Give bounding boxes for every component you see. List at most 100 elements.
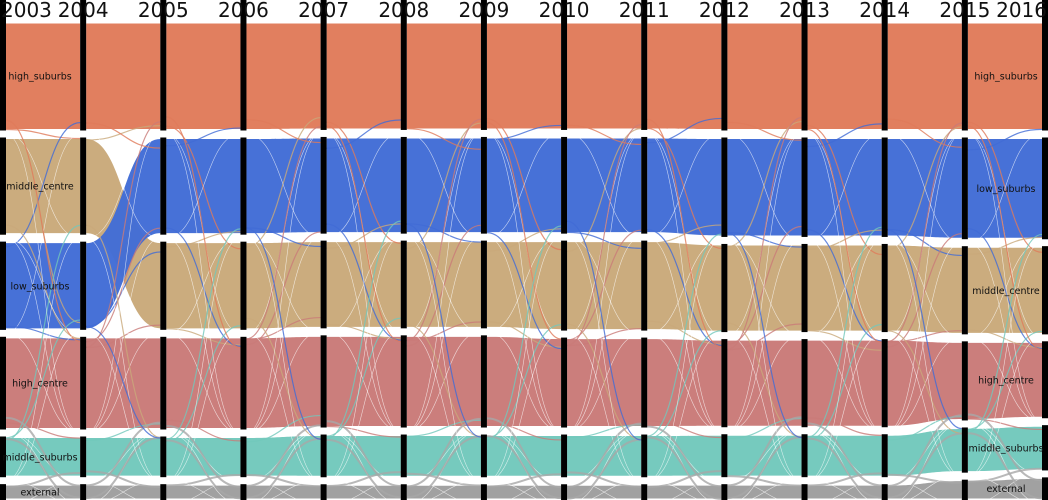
crossing-flow bbox=[86, 421, 161, 487]
node-bar-external bbox=[721, 484, 728, 500]
node-bar-high_centre bbox=[801, 339, 808, 428]
crossing-flow bbox=[406, 223, 482, 438]
node-bar-middle_centre bbox=[80, 137, 87, 235]
gap-line bbox=[166, 237, 241, 481]
column-cap bbox=[881, 0, 888, 22]
node-bar-middle_suburbs bbox=[801, 434, 808, 478]
crossing-flow bbox=[166, 227, 241, 347]
crossing-flow bbox=[967, 233, 1043, 433]
crossing-flow bbox=[727, 231, 802, 248]
year-label: 2014 bbox=[859, 0, 910, 22]
node-bar-middle_suburbs bbox=[320, 434, 327, 478]
crossing-flow bbox=[727, 121, 802, 141]
node-bar-low_suburbs bbox=[80, 241, 87, 330]
crossing-flow bbox=[166, 439, 241, 500]
gap-line bbox=[86, 333, 161, 481]
crossing-flow bbox=[727, 117, 802, 350]
node-bar-low_suburbs bbox=[961, 137, 968, 240]
crossing-flow bbox=[86, 470, 161, 488]
crossing-flow bbox=[246, 424, 321, 487]
crossing-flow bbox=[967, 125, 1043, 351]
gap-line bbox=[747, 480, 802, 500]
gap-line bbox=[887, 480, 942, 500]
crossing-flow bbox=[86, 121, 161, 348]
node-bar-low_suburbs bbox=[320, 136, 327, 234]
node-bar-middle_centre bbox=[561, 240, 568, 331]
node-bar-external bbox=[1042, 477, 1048, 500]
node-bar-external bbox=[0, 484, 6, 500]
crossing-flow bbox=[246, 437, 321, 499]
node-bar-middle_centre bbox=[1042, 246, 1048, 335]
crossing-flow bbox=[86, 122, 161, 149]
crossing-flow bbox=[967, 236, 1043, 255]
flow-band-high_suburbs bbox=[967, 23, 1042, 129]
crossing-flow bbox=[566, 124, 642, 346]
category-label-external: external bbox=[986, 484, 1025, 495]
column-cap bbox=[240, 0, 247, 22]
crossing-flow bbox=[326, 425, 401, 438]
node-bar-high_centre bbox=[320, 335, 327, 428]
node-bar-high_suburbs bbox=[160, 22, 167, 131]
crossing-flow bbox=[567, 124, 642, 146]
gap-line bbox=[246, 237, 321, 482]
flow-band-high_suburbs bbox=[486, 23, 562, 129]
gap-line bbox=[326, 331, 401, 432]
gap-line bbox=[166, 133, 241, 239]
crossing-flow bbox=[406, 324, 481, 437]
node-bar-high_centre bbox=[561, 337, 568, 428]
crossing-flow bbox=[887, 122, 962, 343]
gap-line bbox=[246, 133, 321, 434]
node-bar-high_suburbs bbox=[320, 22, 327, 130]
node-bar-low_suburbs bbox=[1042, 137, 1048, 240]
gap-line bbox=[807, 133, 882, 241]
crossing-flow bbox=[887, 118, 962, 148]
gap-line bbox=[647, 240, 722, 482]
crossing-flow bbox=[807, 422, 882, 487]
crossing-flow bbox=[5, 472, 81, 488]
node-bar-high_centre bbox=[721, 339, 728, 428]
crossing-flow bbox=[486, 417, 562, 489]
column-cap bbox=[641, 0, 648, 22]
node-bar-middle_suburbs bbox=[0, 436, 6, 478]
node-bar-low_suburbs bbox=[881, 137, 888, 237]
column-cap bbox=[801, 0, 808, 22]
node-bar-high_centre bbox=[961, 341, 968, 421]
crossing-flow bbox=[727, 416, 802, 487]
crossing-flow bbox=[967, 330, 1043, 430]
crossing-flow bbox=[647, 436, 722, 500]
gap-line bbox=[106, 480, 161, 500]
node-bar-external bbox=[641, 484, 648, 500]
crossing-flow bbox=[5, 128, 81, 140]
gap-line bbox=[486, 480, 541, 500]
gap-line bbox=[967, 133, 1043, 243]
gap-line bbox=[406, 236, 481, 482]
gap-line bbox=[906, 475, 962, 500]
gap-line bbox=[727, 240, 802, 336]
gap-line bbox=[5, 333, 81, 481]
node-bar-high_centre bbox=[881, 339, 888, 428]
crossing-flow bbox=[406, 435, 481, 499]
node-bar-low_suburbs bbox=[801, 137, 808, 237]
gap-line bbox=[567, 133, 642, 432]
gap-line bbox=[967, 133, 1043, 422]
crossing-flow bbox=[5, 224, 81, 441]
node-bar-low_suburbs bbox=[0, 241, 6, 330]
column-cap bbox=[721, 0, 728, 22]
gap-line bbox=[887, 242, 962, 432]
gap-line bbox=[567, 133, 642, 238]
crossing-flow bbox=[246, 126, 321, 340]
node-bar-high_centre bbox=[0, 336, 6, 430]
crossing-flow bbox=[166, 425, 241, 488]
crossing-flow bbox=[887, 228, 962, 257]
gap-line bbox=[567, 333, 642, 482]
gap-line bbox=[986, 473, 1043, 500]
gap-line bbox=[427, 480, 481, 500]
crossing-flow bbox=[406, 118, 482, 341]
node-bar-middle_centre bbox=[400, 240, 407, 329]
gap-line bbox=[727, 133, 802, 432]
node-bar-high_suburbs bbox=[961, 22, 968, 131]
node-bar-middle_suburbs bbox=[561, 434, 568, 478]
crossing-flow bbox=[967, 413, 1043, 482]
crossing-flow bbox=[326, 119, 401, 149]
